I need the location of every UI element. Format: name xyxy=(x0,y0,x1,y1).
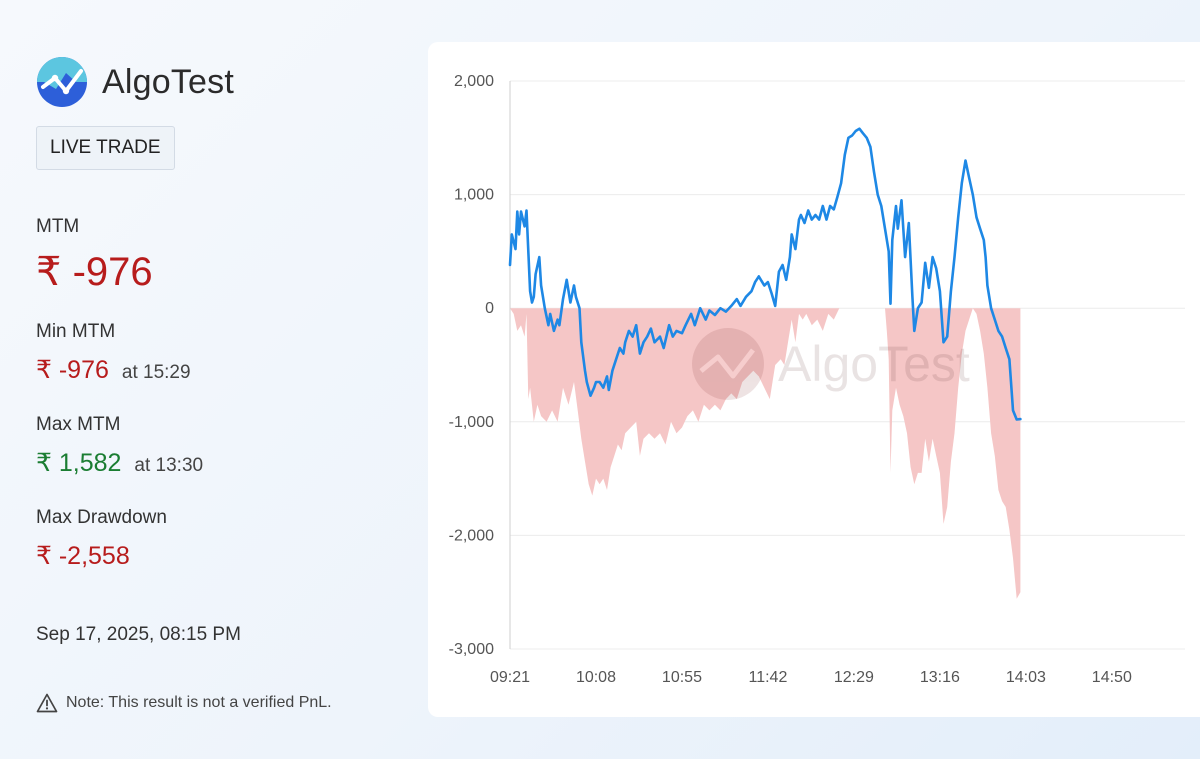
x-tick-label: 09:21 xyxy=(490,669,530,686)
summary-panel: AlgoTest LIVE TRADE MTM ₹ -976 Min MTM ₹… xyxy=(36,0,416,759)
y-tick-label: 1,000 xyxy=(454,187,494,204)
min-mtm-row: ₹ -976 at 15:29 xyxy=(36,355,191,385)
max-drawdown-row: ₹ -2,558 xyxy=(36,541,130,571)
mtm-value: ₹ -976 xyxy=(36,250,153,294)
algotest-logo-icon xyxy=(37,57,87,107)
x-tick-label: 14:50 xyxy=(1092,669,1132,686)
y-tick-label: 0 xyxy=(485,300,494,317)
max-mtm-row: ₹ 1,582 at 13:30 xyxy=(36,448,203,478)
min-mtm-value: ₹ -976 xyxy=(36,356,109,384)
watermark: AlgoTest xyxy=(692,328,970,400)
live-trade-badge: LIVE TRADE xyxy=(36,126,175,170)
y-tick-label: -3,000 xyxy=(449,641,494,658)
x-tick-label: 13:16 xyxy=(920,669,960,686)
min-mtm-label: Min MTM xyxy=(36,321,116,342)
watermark-text: AlgoTest xyxy=(778,336,970,392)
brand-name: AlgoTest xyxy=(102,62,235,101)
disclaimer-note: Note: This result is not a verified PnL. xyxy=(36,693,332,713)
y-tick-label: -1,000 xyxy=(449,414,494,431)
x-tick-label: 14:03 xyxy=(1006,669,1046,686)
watermark-logo-mark xyxy=(699,348,755,379)
warning-icon xyxy=(36,693,58,713)
brand: AlgoTest xyxy=(36,56,234,108)
max-drawdown-label: Max Drawdown xyxy=(36,507,167,528)
max-mtm-value: ₹ 1,582 xyxy=(36,449,122,477)
x-tick-label: 12:29 xyxy=(834,669,874,686)
max-mtm-time: at 13:30 xyxy=(134,455,204,476)
max-drawdown-value: ₹ -2,558 xyxy=(36,542,130,570)
y-tick-label: -2,000 xyxy=(449,527,494,544)
x-tick-label: 10:55 xyxy=(662,669,702,686)
report-timestamp: Sep 17, 2025, 08:15 PM xyxy=(36,624,241,645)
min-mtm-time: at 15:29 xyxy=(121,362,191,383)
mtm-chart: 2,000 1,000 0 -1,000 -2,000 -3,000 09:21 10:08 1… xyxy=(449,73,1185,686)
watermark-logo-icon xyxy=(692,328,764,400)
max-mtm-label: Max MTM xyxy=(36,414,121,435)
drawdown-area xyxy=(510,308,1021,599)
mtm-label: MTM xyxy=(36,216,80,237)
y-tick-label: 2,000 xyxy=(454,73,494,90)
disclaimer-text: Note: This result is not a verified PnL. xyxy=(66,694,332,711)
mtm-line xyxy=(508,127,1022,421)
mtm-value-row: ₹ -976 xyxy=(36,249,153,295)
mtm-chart-card: 2,000 1,000 0 -1,000 -2,000 -3,000 09:21 10:08 1… xyxy=(428,42,1200,717)
x-tick-label: 10:08 xyxy=(576,669,616,686)
x-tick-label: 11:42 xyxy=(748,669,787,686)
